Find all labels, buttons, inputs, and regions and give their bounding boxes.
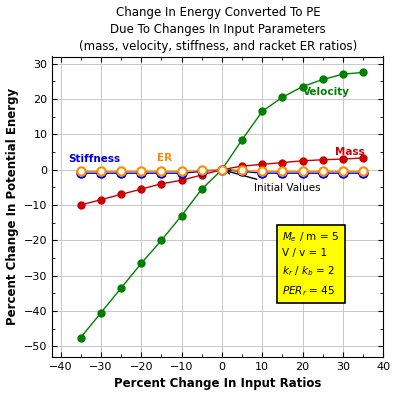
Text: Velocity: Velocity	[303, 87, 350, 97]
Title: Change In Energy Converted To PE
Due To Changes In Input Parameters
(mass, veloc: Change In Energy Converted To PE Due To …	[79, 6, 357, 53]
Text: Initial Values: Initial Values	[226, 170, 321, 193]
Text: $M_e$ / m = 5
V / v = 1
$k_r$ / $k_b$ = 2
$PER_r$ = 45: $M_e$ / m = 5 V / v = 1 $k_r$ / $k_b$ = …	[282, 230, 339, 298]
Text: Stiffness: Stiffness	[69, 154, 121, 164]
X-axis label: Percent Change In Input Ratios: Percent Change In Input Ratios	[114, 377, 322, 390]
Text: ER: ER	[157, 153, 173, 163]
Text: Mass: Mass	[335, 147, 365, 157]
Y-axis label: Percent Change In Potential Energy: Percent Change In Potential Energy	[6, 88, 19, 326]
